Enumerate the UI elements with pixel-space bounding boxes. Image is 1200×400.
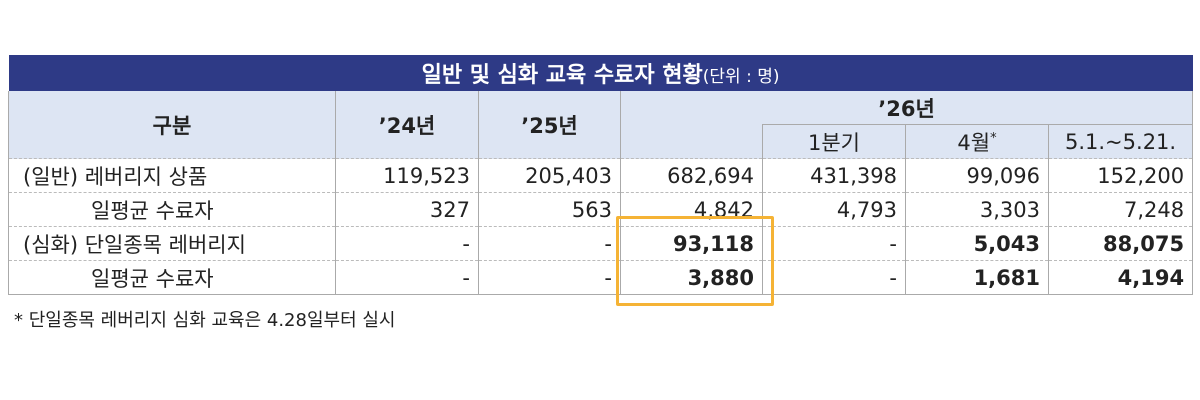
cell: - [762, 226, 906, 261]
unit: (단위 : 명) [702, 67, 780, 87]
subheader: 1분기 [762, 124, 906, 159]
cell: 327 [335, 192, 479, 227]
cell: - [335, 260, 479, 295]
subheader: 4월* [905, 124, 1049, 159]
cell: 4,842 [620, 192, 763, 227]
subheader: 5.1.~5.21. [1047, 124, 1194, 159]
cell: 205,403 [478, 158, 621, 193]
footnote: * 단일종목 레버리지 심화 교육은 4.28일부터 실시 [14, 310, 396, 331]
row-label: (일반) 레버리지 상품 [8, 158, 336, 193]
cell: 4,194 [1047, 260, 1194, 295]
header-year: ’26년 [619, 91, 1194, 125]
header-blank [620, 124, 763, 159]
header-year: ’25년 [478, 91, 621, 159]
cell: 99,096 [905, 158, 1049, 193]
table-row: 일평균 수료자 327 563 4,842 4,793 3,303 7,248 [8, 192, 1194, 227]
cell: - [478, 260, 621, 295]
cell: - [335, 226, 479, 261]
cell: 1,681 [905, 260, 1049, 295]
cell: 682,694 [620, 158, 763, 193]
title: 일반 및 심화 교육 수료자 현황 [421, 63, 703, 88]
table-body: (일반) 레버리지 상품 119,523 205,403 682,694 431,398… [8, 158, 1194, 295]
cell: 3,880 [620, 260, 763, 295]
cell: 563 [478, 192, 621, 227]
cell: 7,248 [1047, 192, 1194, 227]
subheader-text: 4월 [957, 130, 991, 155]
table-row: 일평균 수료자 - -3,880-1,681 4,194 [8, 260, 1194, 295]
row-label: 일평균 수료자 [8, 192, 336, 227]
header-year: ’24년 [335, 91, 479, 159]
table-row: (일반) 레버리지 상품 119,523 205,403 682,694 431,398… [8, 158, 1194, 193]
highlight-box [616, 216, 774, 306]
row-label: (심화) 단일종목 레버리지 [8, 226, 336, 261]
table-row: (심화) 단일종목 레버리지 - -93,118-5,043 88,075 [8, 226, 1194, 261]
cell: 88,075 [1047, 226, 1194, 261]
cell: 119,523 [335, 158, 479, 193]
table: 일반 및 심화 교육 수료자 현황(단위 : 명) 구분 ’24년 ’25년 ’… [8, 55, 1194, 295]
subheader-mark: * [990, 130, 997, 146]
cell: - [762, 260, 906, 295]
header-category: 구분 [8, 91, 336, 159]
title-bar: 일반 및 심화 교육 수료자 현황(단위 : 명) [8, 55, 1193, 91]
cell: 431,398 [762, 158, 906, 193]
cell: 5,043 [905, 226, 1049, 261]
cell: 152,200 [1047, 158, 1194, 193]
cell: - [478, 226, 621, 261]
cell: 93,118 [620, 226, 763, 261]
cell: 3,303 [905, 192, 1049, 227]
cell: 4,793 [762, 192, 906, 227]
row-label: 일평균 수료자 [8, 260, 336, 295]
